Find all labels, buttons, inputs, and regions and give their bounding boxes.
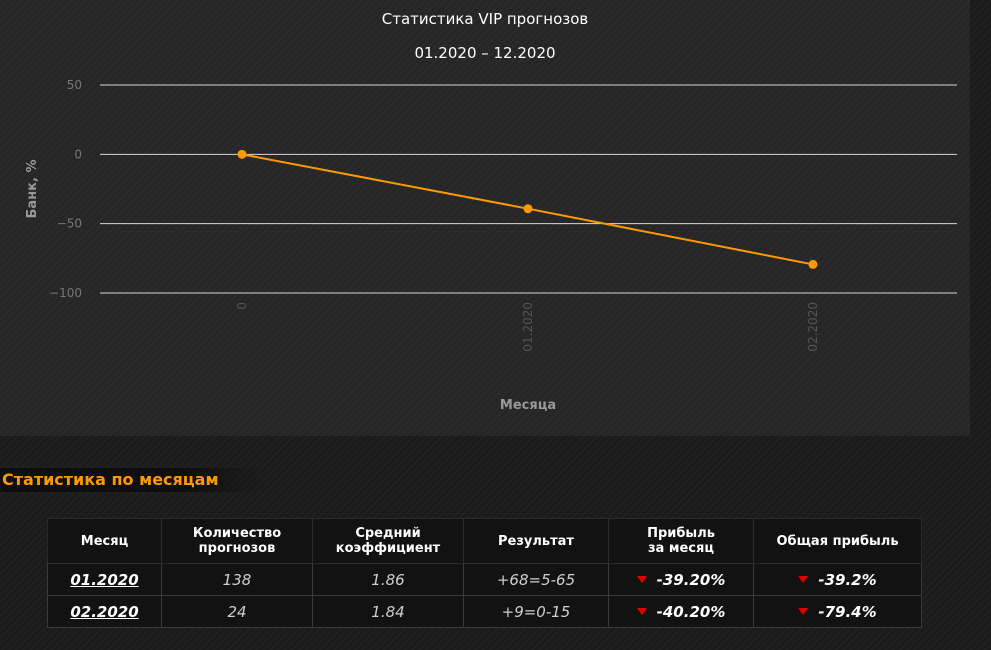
header-total: Общая прибыль	[753, 518, 922, 564]
table-row: 02.2020 24 1.84 +9=0-15 -40.20% -79.4%	[47, 595, 922, 628]
chart-panel: Статистика VIP прогнозов 01.2020 – 12.20…	[0, 0, 970, 436]
month-link[interactable]: 01.2020	[70, 570, 139, 589]
header-month: Месяц	[47, 518, 162, 564]
count-cell: 138	[161, 563, 313, 596]
x-tick-label: 02.2020	[806, 302, 820, 352]
y-axis-label: Банк, %	[25, 160, 40, 219]
header-coef: Средний коэффициент	[312, 518, 464, 564]
table-row: 01.2020 138 1.86 +68=5-65 -39.20% -39.2%	[47, 563, 922, 596]
month-cell: 02.2020	[47, 595, 162, 628]
data-point[interactable]	[237, 149, 247, 159]
table-header-row: Месяц Количество прогнозов Средний коэффиц…	[47, 518, 922, 564]
coef-cell: 1.84	[312, 595, 464, 628]
data-point[interactable]	[808, 259, 818, 269]
chart-subtitle: 01.2020 – 12.2020	[414, 44, 555, 62]
y-tick-label: 50	[67, 78, 82, 92]
section-title: Статистика по месяцам	[0, 468, 266, 492]
total-cell: -39.2%	[753, 563, 922, 596]
x-tick-label: 0	[235, 302, 249, 310]
profit-cell: -39.20%	[608, 563, 754, 596]
x-axis-label: Месяца	[500, 398, 556, 413]
profit-cell: -40.20%	[608, 595, 754, 628]
month-link[interactable]: 02.2020	[70, 602, 139, 621]
count-cell: 24	[161, 595, 313, 628]
y-tick-label: 0	[74, 147, 82, 161]
y-tick-label: −100	[49, 286, 82, 300]
y-tick-label: −50	[57, 217, 82, 231]
arrow-down-icon	[636, 607, 647, 615]
arrow-down-icon	[798, 607, 809, 615]
header-count: Количество прогнозов	[161, 518, 313, 564]
arrow-down-icon	[636, 575, 647, 583]
coef-cell: 1.86	[312, 563, 464, 596]
header-result: Результат	[463, 518, 609, 564]
monthly-stats-table: Месяц Количество прогнозов Средний коэффиц…	[47, 518, 922, 628]
result-cell: +68=5-65	[463, 563, 609, 596]
result-cell: +9=0-15	[463, 595, 609, 628]
chart-title: Статистика VIP прогнозов	[382, 10, 589, 28]
line-chart: Статистика VIP прогнозов 01.2020 – 12.20…	[25, 10, 957, 413]
month-cell: 01.2020	[47, 563, 162, 596]
header-profit: Прибыль за месяц	[608, 518, 754, 564]
x-tick-label: 01.2020	[521, 302, 535, 352]
arrow-down-icon	[798, 575, 809, 583]
data-point[interactable]	[523, 204, 533, 214]
total-cell: -79.4%	[753, 595, 922, 628]
